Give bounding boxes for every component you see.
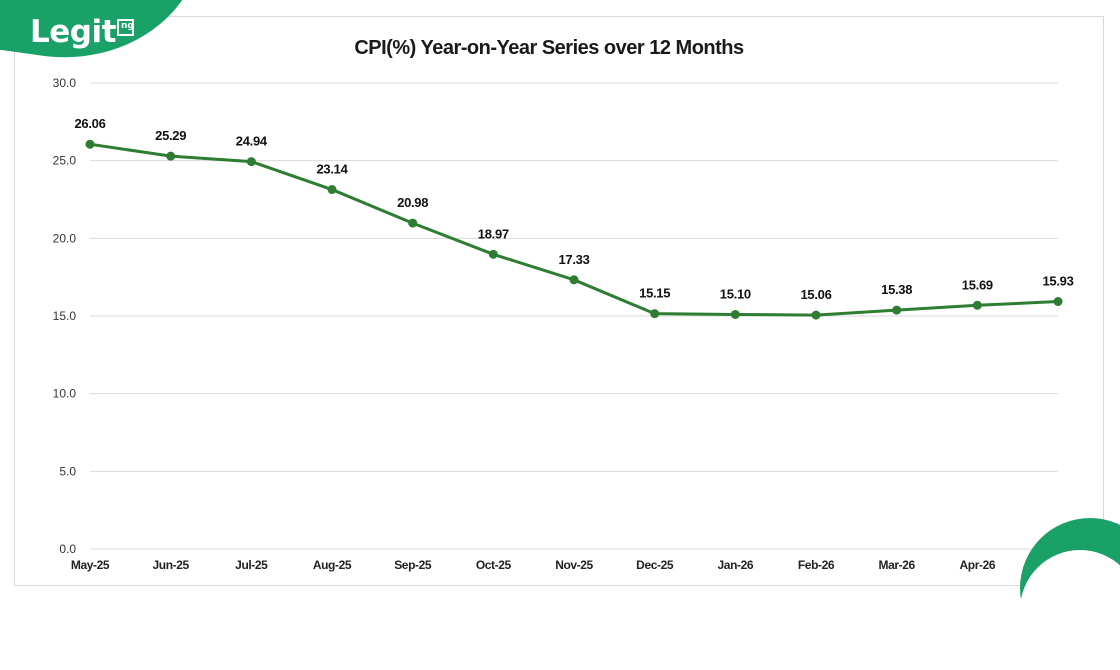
series-points bbox=[85, 139, 1063, 320]
data-point bbox=[569, 275, 579, 285]
data-point bbox=[327, 185, 337, 195]
logo-suffix: ng bbox=[117, 19, 134, 36]
x-tick-label: Oct-25 bbox=[476, 558, 512, 572]
chart-frame: CPI(%) Year-on-Year Series over 12 Month… bbox=[14, 16, 1104, 586]
data-label: 15.93 bbox=[1042, 274, 1073, 289]
x-tick-label: Aug-25 bbox=[313, 558, 352, 572]
x-tick-label: Jul-25 bbox=[235, 558, 268, 572]
logo-text: Legit bbox=[30, 14, 116, 50]
data-point bbox=[166, 151, 176, 161]
y-tick-label: 10.0 bbox=[53, 387, 77, 401]
data-point bbox=[650, 309, 660, 319]
series-line-path bbox=[89, 142, 1059, 317]
y-tick-label: 0.0 bbox=[59, 542, 76, 556]
data-label: 15.38 bbox=[881, 282, 912, 297]
data-label: 18.97 bbox=[478, 226, 509, 241]
data-label: 15.69 bbox=[962, 277, 993, 292]
data-label: 20.98 bbox=[397, 195, 428, 210]
data-point bbox=[488, 249, 498, 259]
data-point bbox=[730, 309, 740, 319]
logo: Legit ng bbox=[0, 0, 200, 70]
series-line bbox=[89, 142, 1059, 317]
y-tick-label: 30.0 bbox=[53, 76, 77, 90]
x-tick-label: Nov-25 bbox=[555, 558, 593, 572]
y-tick-label: 25.0 bbox=[53, 154, 77, 168]
data-label: 15.15 bbox=[639, 286, 670, 301]
y-axis-ticks: 0.0 5.0 10.0 15.0 20.0 25.0 30.0 bbox=[53, 76, 77, 556]
data-point bbox=[892, 305, 902, 315]
data-point bbox=[85, 139, 95, 149]
cpi-line-chart: CPI(%) Year-on-Year Series over 12 Month… bbox=[53, 37, 1074, 572]
x-tick-label: Feb-26 bbox=[798, 558, 835, 572]
data-label: 15.06 bbox=[800, 287, 831, 302]
x-tick-label: Jan-26 bbox=[718, 558, 754, 572]
data-label: 26.06 bbox=[74, 116, 105, 131]
data-point bbox=[1053, 297, 1063, 307]
data-label: 15.10 bbox=[720, 286, 751, 301]
data-label: 25.29 bbox=[155, 128, 186, 143]
data-point bbox=[811, 310, 821, 320]
chart-title: CPI(%) Year-on-Year Series over 12 Month… bbox=[354, 37, 744, 59]
x-tick-label: Jun-25 bbox=[153, 558, 190, 572]
x-tick-label: May-25 bbox=[71, 558, 110, 572]
y-tick-label: 20.0 bbox=[53, 231, 77, 245]
data-label: 17.33 bbox=[558, 252, 589, 267]
data-point bbox=[246, 157, 256, 167]
data-label: 24.94 bbox=[236, 134, 268, 149]
y-tick-label: 15.0 bbox=[53, 309, 77, 323]
data-labels: 26.06 25.29 24.94 23.14 20.98 18.97 17.33 15.15… bbox=[74, 116, 1073, 302]
x-tick-label: Dec-25 bbox=[636, 558, 674, 572]
y-tick-label: 5.0 bbox=[59, 464, 76, 478]
x-axis-ticks: May-25 Jun-25 Jul-25 Aug-25 Sep-25 Oct-25 Nov-… bbox=[71, 558, 1072, 572]
x-tick-label: Mar-26 bbox=[879, 558, 916, 572]
x-tick-label: Sep-25 bbox=[394, 558, 432, 572]
data-point bbox=[972, 300, 982, 310]
data-label: 23.14 bbox=[316, 162, 348, 177]
x-tick-label: Apr-26 bbox=[960, 558, 996, 572]
gridlines bbox=[90, 82, 1058, 550]
data-point bbox=[408, 218, 418, 228]
